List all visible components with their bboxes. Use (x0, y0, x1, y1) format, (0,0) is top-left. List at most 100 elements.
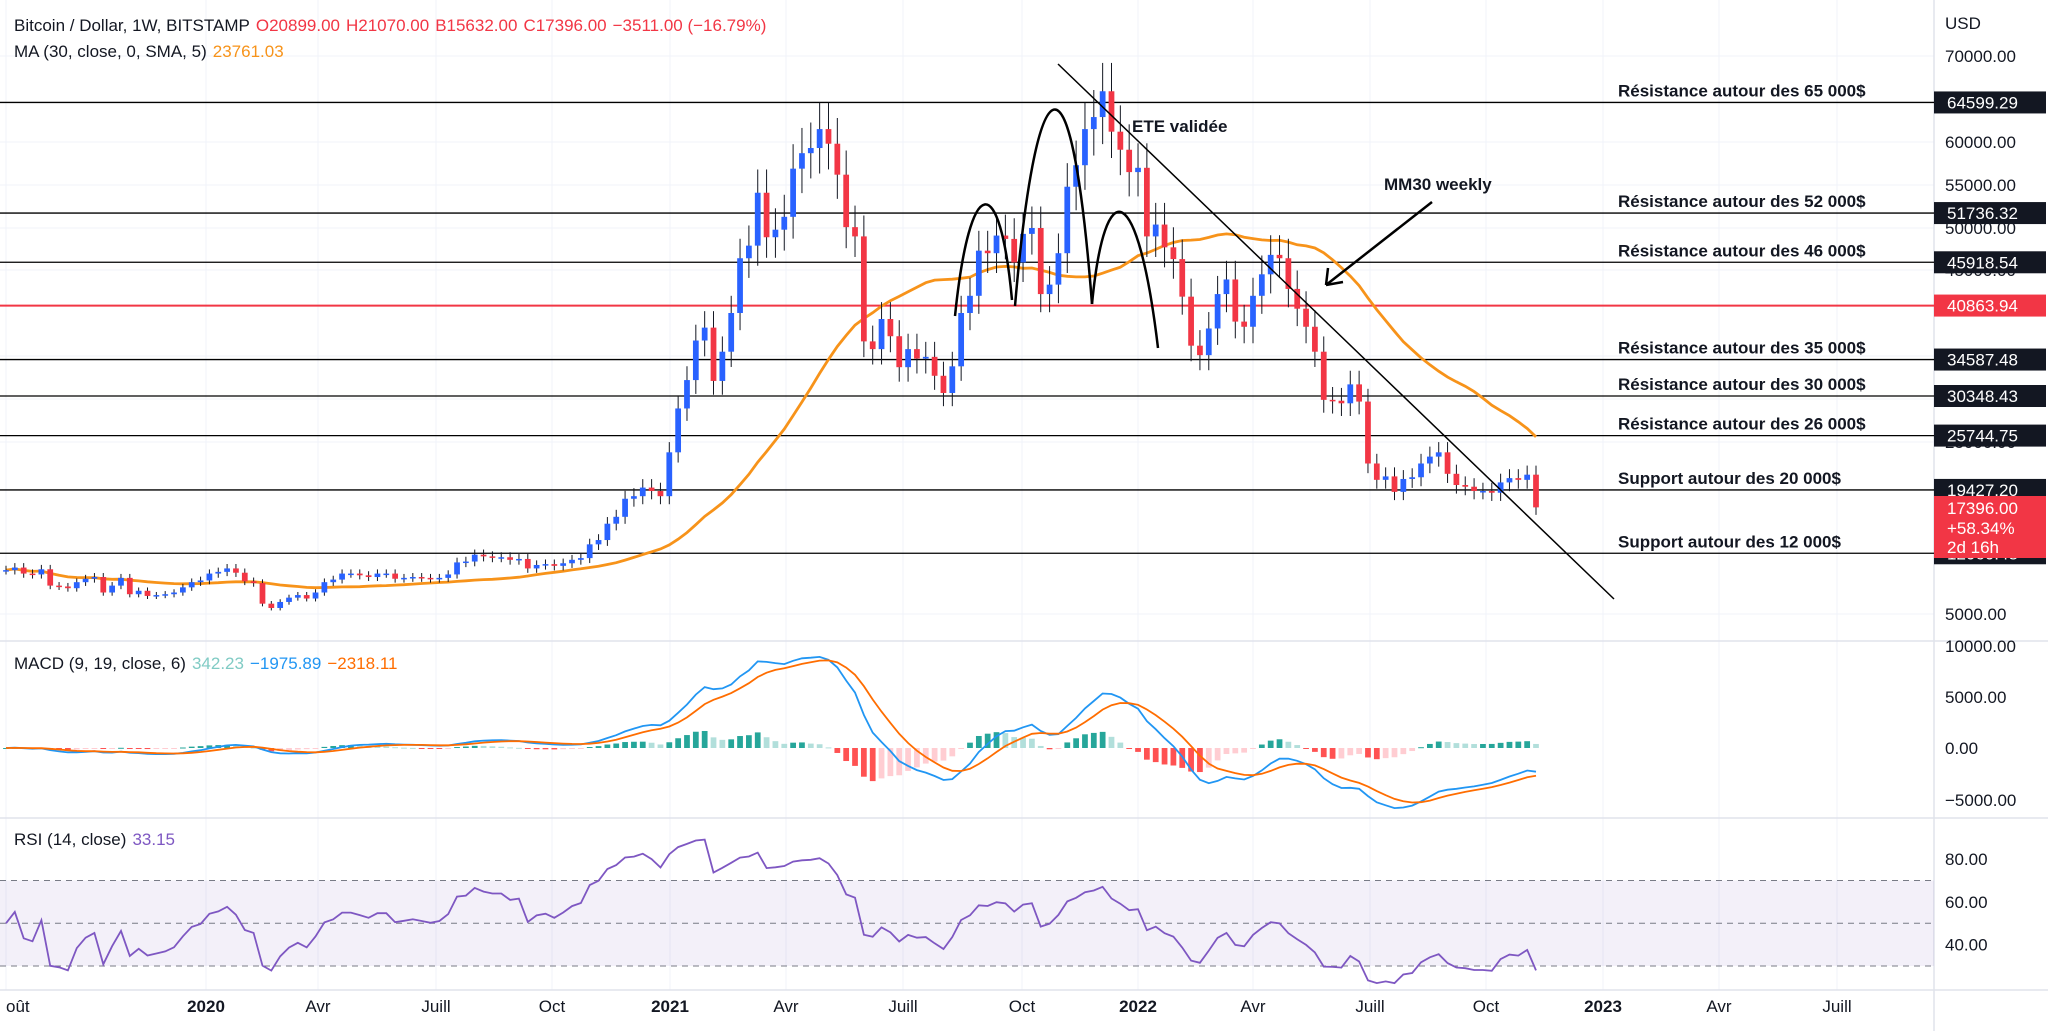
candle-body-136 (1205, 328, 1212, 356)
macd-hist-bar-122 (1082, 734, 1088, 748)
candle-body-114 (1011, 238, 1018, 263)
macd-hist-bar-25 (224, 744, 230, 748)
candle-body-98 (869, 341, 876, 350)
macd-hist-bar-111 (984, 733, 991, 748)
candle-body-41 (365, 575, 372, 578)
mm30-arrow-head (1324, 267, 1344, 287)
macd-hist-bar-112 (993, 732, 1000, 748)
macd-hist-bar-108 (958, 748, 965, 749)
macd-hist-bar-42 (374, 746, 381, 748)
candle-body-76 (675, 408, 682, 453)
candle-body-22 (197, 580, 204, 583)
ma-label: MA (30, close, 0, SMA, 5) (14, 42, 207, 61)
macd-hist-bar-150 (1329, 748, 1336, 759)
macd-hist-bar-169 (1497, 742, 1504, 748)
ete-right-shoulder (1090, 210, 1160, 349)
low-value: B15632.00 (435, 16, 518, 35)
macd-hist-bar-136 (1205, 748, 1212, 768)
macd-hist-bar-63 (560, 748, 567, 750)
macd-hist-value: 342.23 (191, 654, 244, 673)
candle-body-2 (20, 567, 27, 574)
candle-body-65 (577, 558, 584, 560)
macd-hist-bar-94 (834, 748, 841, 753)
rsi-line (5, 838, 1537, 985)
candle-body-116 (1029, 228, 1035, 234)
macd-hist-bar-88 (781, 743, 788, 748)
candle-body-83 (737, 258, 743, 313)
macd-hist-bar-15 (135, 748, 142, 749)
macd-hist-bar-84 (746, 735, 752, 748)
candle-body-72 (639, 487, 646, 497)
macd-hist-bar-143 (1267, 740, 1274, 748)
macd-hist-bar-172 (1524, 741, 1531, 748)
macd-hist-bar-134 (1188, 748, 1194, 772)
macd-hist-bar-48 (427, 748, 434, 749)
candle-body-39 (348, 573, 354, 576)
macd-hist-bar-50 (445, 748, 452, 749)
macd-hist-bar-80 (710, 737, 717, 748)
candle-body-70 (622, 498, 628, 517)
macd-hist-bar-148 (1312, 748, 1318, 752)
macd-hist-bar-68 (604, 744, 611, 748)
candle-body-47 (418, 577, 425, 579)
candle-body-152 (1347, 384, 1354, 404)
candle-body-105 (931, 356, 938, 376)
macd-hist-bar-160 (1418, 747, 1424, 749)
macd-hist-bar-123 (1090, 732, 1097, 748)
horizontal-levels: Résistance autour des 65 000$ Résistance … (0, 81, 1934, 554)
candle-body-132 (1170, 247, 1177, 260)
macd-hist-bar-173 (1533, 743, 1539, 748)
macd-hist-bar-52 (463, 746, 469, 748)
candle-body-142 (1258, 274, 1265, 296)
candle-body-14 (126, 577, 133, 595)
candle-body-81 (719, 351, 726, 381)
macd-hist-bar-89 (790, 742, 796, 748)
macd-hist-bar-35 (312, 748, 319, 749)
macd-hist-bar-149 (1320, 748, 1327, 758)
level-tag-text-3: 40863.94 (1947, 297, 2018, 316)
macd-signal-line (5, 659, 1537, 804)
macd-hist-bar-166 (1471, 744, 1477, 748)
candle-body-151 (1338, 400, 1345, 404)
macd-hist-bar-16 (144, 748, 151, 750)
candle-body-153 (1356, 384, 1362, 402)
candle-body-128 (1135, 167, 1141, 173)
ma30-line (5, 232, 1537, 590)
macd-hist-bar-76 (675, 738, 682, 748)
candle-body-110 (975, 250, 982, 296)
candle-body-5 (47, 569, 54, 586)
candle-body-4 (38, 569, 45, 575)
macd-hist-bar-87 (772, 741, 779, 748)
macd-hist-bar-171 (1515, 741, 1522, 748)
macd-hist-bar-154 (1365, 748, 1371, 758)
candle-body-104 (922, 356, 929, 359)
macd-hist-bar-163 (1444, 742, 1451, 748)
level-note-5: Résistance autour des 30 000$ (1618, 375, 1866, 394)
candle-body-146 (1294, 288, 1301, 309)
macd-hist-bar-105 (931, 748, 938, 762)
macd-hist-bar-21 (188, 746, 195, 748)
candle-body-106 (940, 375, 947, 393)
symbol-legend: Bitcoin / Dollar, 1W, BITSTAMP O20899.00 H… (14, 16, 772, 36)
macd-hist-bar-152 (1347, 748, 1354, 756)
macd-signal-value: −2318.11 (327, 654, 398, 673)
candle-body-15 (135, 590, 142, 595)
candle-body-60 (533, 564, 540, 569)
macd-hist-bar-161 (1426, 743, 1433, 748)
macd-hist-bar-119 (1055, 748, 1062, 749)
time-axis[interactable]: oût 2020 Avr Juill Oct 2021 Avr Juill Oct 2022 Avr… (6, 997, 1852, 1016)
candle-body-88 (781, 216, 788, 230)
macd-hist-bar-153 (1356, 748, 1362, 754)
candle-body-150 (1329, 399, 1336, 402)
macd-hist-bar-97 (860, 748, 867, 777)
candle-body-148 (1312, 326, 1318, 352)
ma-value: 23761.03 (212, 42, 284, 61)
time-axis-label-9: 2022 (1119, 997, 1157, 1016)
level-tag-bg-5 (1934, 385, 2046, 408)
macd-hist-bar-93 (825, 747, 832, 749)
candle-body-161 (1426, 456, 1433, 464)
level-note-6: Résistance autour des 26 000$ (1618, 415, 1866, 434)
candle-body-30 (268, 603, 275, 608)
macd-hist-bar-43 (383, 746, 390, 748)
macd-hist-bar-77 (684, 735, 690, 748)
